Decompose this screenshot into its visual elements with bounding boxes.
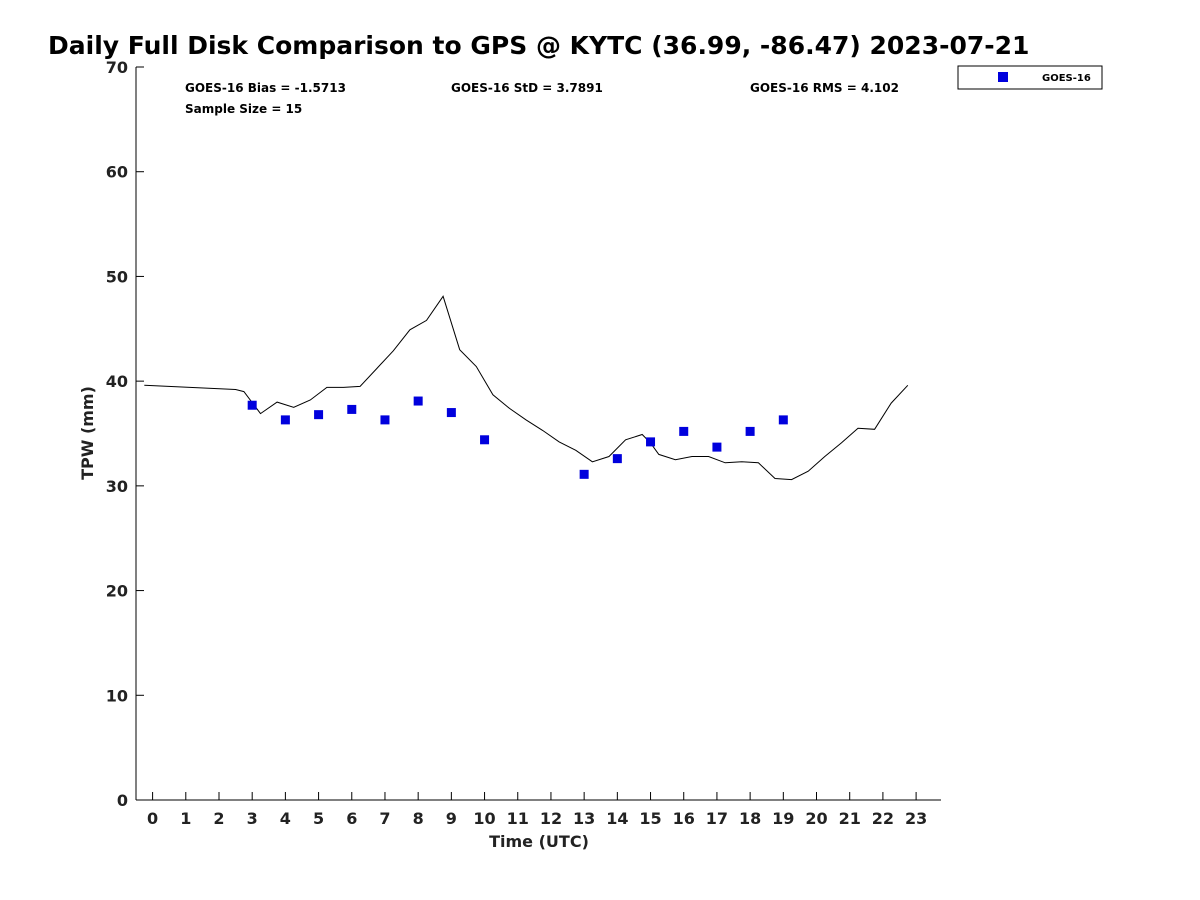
y-axis-ticks: 0 10 20 30 40 50 60 70 <box>106 58 144 810</box>
x-tick-label: 3 <box>247 809 258 828</box>
x-tick-label: 16 <box>673 809 695 828</box>
x-tick-label: 15 <box>639 809 661 828</box>
x-tick-label: 14 <box>606 809 628 828</box>
goes16-points <box>247 396 788 479</box>
goes16-point <box>579 469 589 479</box>
y-tick-label: 10 <box>106 686 128 705</box>
x-tick-label: 11 <box>507 809 529 828</box>
gps-series-line <box>144 295 909 481</box>
x-tick-label: 18 <box>739 809 761 828</box>
x-tick-label: 20 <box>805 809 827 828</box>
x-tick-label: 12 <box>540 809 562 828</box>
goes16-point <box>446 408 456 418</box>
x-tick-label: 5 <box>313 809 324 828</box>
goes16-point <box>712 442 722 452</box>
legend-box <box>957 65 1103 90</box>
goes16-point <box>247 400 257 410</box>
x-tick-label: 21 <box>839 809 861 828</box>
goes16-point <box>480 435 490 445</box>
chart-title: Daily Full Disk Comparison to GPS @ KYTC… <box>48 31 1029 60</box>
y-tick-label: 50 <box>106 267 128 286</box>
goes16-point <box>380 415 390 425</box>
goes16-point <box>347 404 357 414</box>
y-tick-label: 70 <box>106 58 128 77</box>
goes16-point <box>280 415 290 425</box>
goes16-point <box>413 396 423 406</box>
goes16-point <box>612 454 622 464</box>
x-tick-label: 23 <box>905 809 927 828</box>
x-tick-label: 19 <box>772 809 794 828</box>
y-tick-label: 40 <box>106 372 128 391</box>
x-tick-label: 13 <box>573 809 595 828</box>
rms-annotation: GOES-16 RMS = 4.102 <box>750 81 899 95</box>
y-tick-label: 30 <box>106 477 128 496</box>
statistics-annotations: GOES-16 Bias = -1.5713 GOES-16 StD = 3.7… <box>185 81 899 116</box>
goes16-point <box>646 437 656 447</box>
x-axis-label: Time (UTC) <box>489 832 589 851</box>
x-tick-label: 4 <box>280 809 291 828</box>
y-tick-label: 60 <box>106 163 128 182</box>
std-annotation: GOES-16 StD = 3.7891 <box>451 81 603 95</box>
x-tick-label: 8 <box>413 809 424 828</box>
y-axis-label: TPW (mm) <box>78 386 97 480</box>
x-tick-label: 17 <box>706 809 728 828</box>
legend: GOES-16 <box>957 65 1103 90</box>
x-axis-ticks: 0 1 2 3 4 5 6 7 8 9 10 11 12 13 14 15 16 17 18 19 20 21 22 23 <box>147 792 927 828</box>
x-tick-label: 1 <box>180 809 191 828</box>
sample-size-annotation: Sample Size = 15 <box>185 102 302 116</box>
x-tick-label: 0 <box>147 809 158 828</box>
x-tick-label: 10 <box>473 809 495 828</box>
plot-area <box>144 295 909 481</box>
goes16-point <box>745 426 755 436</box>
legend-label-goes16: GOES-16 <box>1042 73 1091 84</box>
x-tick-label: 6 <box>346 809 357 828</box>
legend-marker-goes16 <box>998 72 1008 82</box>
goes16-point <box>314 410 324 420</box>
y-tick-label: 20 <box>106 582 128 601</box>
plot-frame <box>135 67 941 801</box>
y-tick-label: 0 <box>117 791 128 810</box>
goes16-point <box>778 415 788 425</box>
x-tick-label: 9 <box>446 809 457 828</box>
bias-annotation: GOES-16 Bias = -1.5713 <box>185 81 346 95</box>
goes16-point <box>679 426 689 436</box>
x-tick-label: 2 <box>213 809 224 828</box>
x-tick-label: 7 <box>379 809 390 828</box>
x-tick-label: 22 <box>872 809 894 828</box>
